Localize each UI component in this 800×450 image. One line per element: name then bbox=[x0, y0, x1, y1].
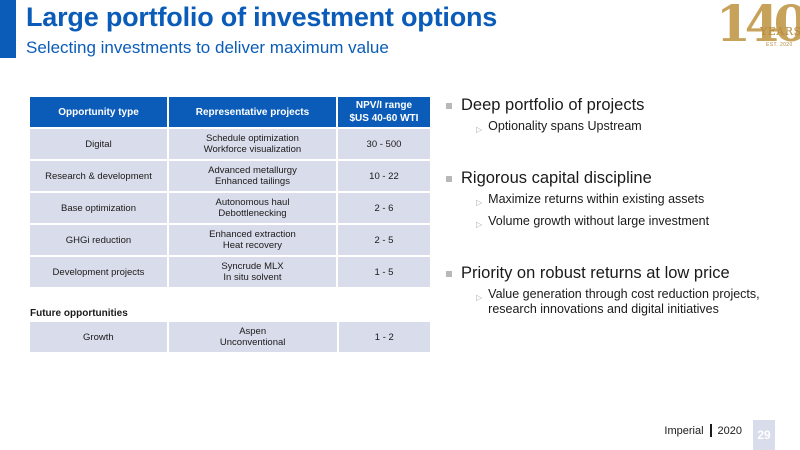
cell-npv-range: 1 - 5 bbox=[337, 257, 430, 287]
cell-npv-range: 2 - 5 bbox=[337, 225, 430, 255]
bullet-heading: Rigorous capital discipline bbox=[446, 169, 786, 188]
cell-representative-projects: Advanced metallurgy Enhanced tailings bbox=[169, 161, 336, 191]
cell-representative-projects: Autonomous haul Debottlenecking bbox=[169, 193, 336, 223]
cell-npv-range: 1 - 2 bbox=[338, 322, 430, 352]
table-header-row: Opportunity type Representative projects… bbox=[30, 97, 430, 127]
sub-bullet-text: Value generation through cost reduction … bbox=[488, 287, 760, 316]
project-name: Schedule optimization bbox=[205, 133, 299, 144]
table-row: Base optimization Autonomous haul Debottle… bbox=[30, 193, 430, 223]
table-row: GHGi reduction Enhanced extraction Heat re… bbox=[30, 225, 430, 255]
page-number: 29 bbox=[753, 420, 775, 450]
key-points: Deep portfolio of projects ▷ Optionality s… bbox=[446, 96, 786, 349]
cell-opportunity-type: Digital bbox=[30, 129, 167, 159]
cell-opportunity-type: Growth bbox=[30, 322, 167, 352]
header-opportunity-type: Opportunity type bbox=[30, 97, 167, 127]
header-npv-line1: NPV/I range bbox=[355, 100, 413, 111]
logo-number: 140 bbox=[716, 0, 800, 53]
project-name: Enhanced tailings bbox=[214, 176, 290, 187]
bullet-group: Rigorous capital discipline ▷ Maximize ret… bbox=[446, 169, 786, 232]
triangle-bullet-icon: ▷ bbox=[476, 220, 483, 229]
square-bullet-icon bbox=[446, 102, 452, 109]
table-row: Digital Schedule optimization Workforce vi… bbox=[30, 129, 430, 159]
cell-representative-projects: Aspen Unconventional bbox=[168, 322, 337, 352]
bullet-group: Priority on robust returns at low price ▷… bbox=[446, 264, 786, 317]
triangle-bullet-icon: ▷ bbox=[476, 293, 483, 302]
project-name: Autonomous haul bbox=[215, 197, 290, 208]
page-title: Large portfolio of investment options bbox=[26, 2, 498, 32]
sub-bullet: ▷ Optionality spans Upstream bbox=[476, 119, 786, 137]
cell-npv-range: 10 - 22 bbox=[337, 161, 430, 191]
sub-bullet: ▷ Volume growth without large investment bbox=[476, 214, 786, 232]
header-representative-projects: Representative projects bbox=[169, 97, 336, 127]
logo-word: YEARS bbox=[760, 25, 800, 38]
cell-npv-range: 2 - 6 bbox=[337, 193, 430, 223]
project-name: Syncrude MLX bbox=[221, 261, 284, 272]
footer-year: 2020 bbox=[717, 424, 742, 437]
header-npv-range: NPV/I range $US 40-60 WTI bbox=[337, 97, 430, 127]
square-bullet-icon bbox=[446, 175, 452, 182]
sub-bullet-text: Maximize returns within existing assets bbox=[488, 192, 705, 206]
header-npv-line2: $US 40-60 WTI bbox=[349, 113, 419, 124]
triangle-bullet-icon: ▷ bbox=[476, 125, 483, 134]
bullet-heading-text: Rigorous capital discipline bbox=[461, 169, 652, 187]
sub-bullet-text: Volume growth without large investment bbox=[488, 214, 710, 228]
bullet-heading: Deep portfolio of projects bbox=[446, 96, 786, 115]
footer-separator bbox=[709, 424, 712, 437]
footer: Imperial 2020 bbox=[664, 424, 742, 437]
sub-bullet-text: Optionality spans Upstream bbox=[488, 119, 642, 133]
table-row: Research & development Advanced metallurg… bbox=[30, 161, 430, 191]
cell-representative-projects: Enhanced extraction Heat recovery bbox=[169, 225, 336, 255]
anniversary-logo: 140 YEARS EST. 2020 bbox=[712, 0, 800, 56]
future-opportunity-table: Growth Aspen Unconventional 1 - 2 bbox=[28, 320, 432, 354]
bullet-heading-text: Priority on robust returns at low price bbox=[461, 264, 730, 282]
square-bullet-icon bbox=[446, 270, 452, 277]
cell-opportunity-type: GHGi reduction bbox=[30, 225, 167, 255]
cell-representative-projects: Schedule optimization Workforce visualiza… bbox=[169, 129, 336, 159]
cell-opportunity-type: Research & development bbox=[30, 161, 167, 191]
project-name: Debottlenecking bbox=[218, 208, 287, 219]
bullet-heading: Priority on robust returns at low price bbox=[446, 264, 786, 283]
cell-representative-projects: Syncrude MLX In situ solvent bbox=[169, 257, 336, 287]
project-name: Enhanced extraction bbox=[209, 229, 296, 240]
bullet-heading-text: Deep portfolio of projects bbox=[461, 96, 645, 114]
future-opportunities-label: Future opportunities bbox=[30, 308, 128, 319]
cell-opportunity-type: Base optimization bbox=[30, 193, 167, 223]
logo-est: EST. 2020 bbox=[766, 42, 793, 48]
cell-npv-range: 30 - 500 bbox=[337, 129, 430, 159]
project-name: Unconventional bbox=[219, 337, 286, 348]
project-name: Aspen bbox=[239, 326, 267, 337]
project-name: Workforce visualization bbox=[203, 144, 302, 155]
table-row: Growth Aspen Unconventional 1 - 2 bbox=[30, 322, 430, 352]
bullet-group: Deep portfolio of projects ▷ Optionality s… bbox=[446, 96, 786, 137]
sub-bullet: ▷ Value generation through cost reduction… bbox=[476, 287, 786, 317]
cell-opportunity-type: Development projects bbox=[30, 257, 167, 287]
footer-company: Imperial bbox=[664, 424, 704, 437]
sub-bullet: ▷ Maximize returns within existing assets bbox=[476, 192, 786, 210]
table-row: Development projects Syncrude MLX In situ … bbox=[30, 257, 430, 287]
project-name: Heat recovery bbox=[222, 240, 283, 251]
triangle-bullet-icon: ▷ bbox=[476, 198, 483, 207]
project-name: In situ solvent bbox=[223, 272, 282, 283]
opportunity-table: Opportunity type Representative projects… bbox=[28, 95, 432, 289]
project-name: Advanced metallurgy bbox=[208, 165, 297, 176]
title-accent-bar bbox=[0, 0, 16, 58]
page-subtitle: Selecting investments to deliver maximum… bbox=[26, 38, 389, 57]
